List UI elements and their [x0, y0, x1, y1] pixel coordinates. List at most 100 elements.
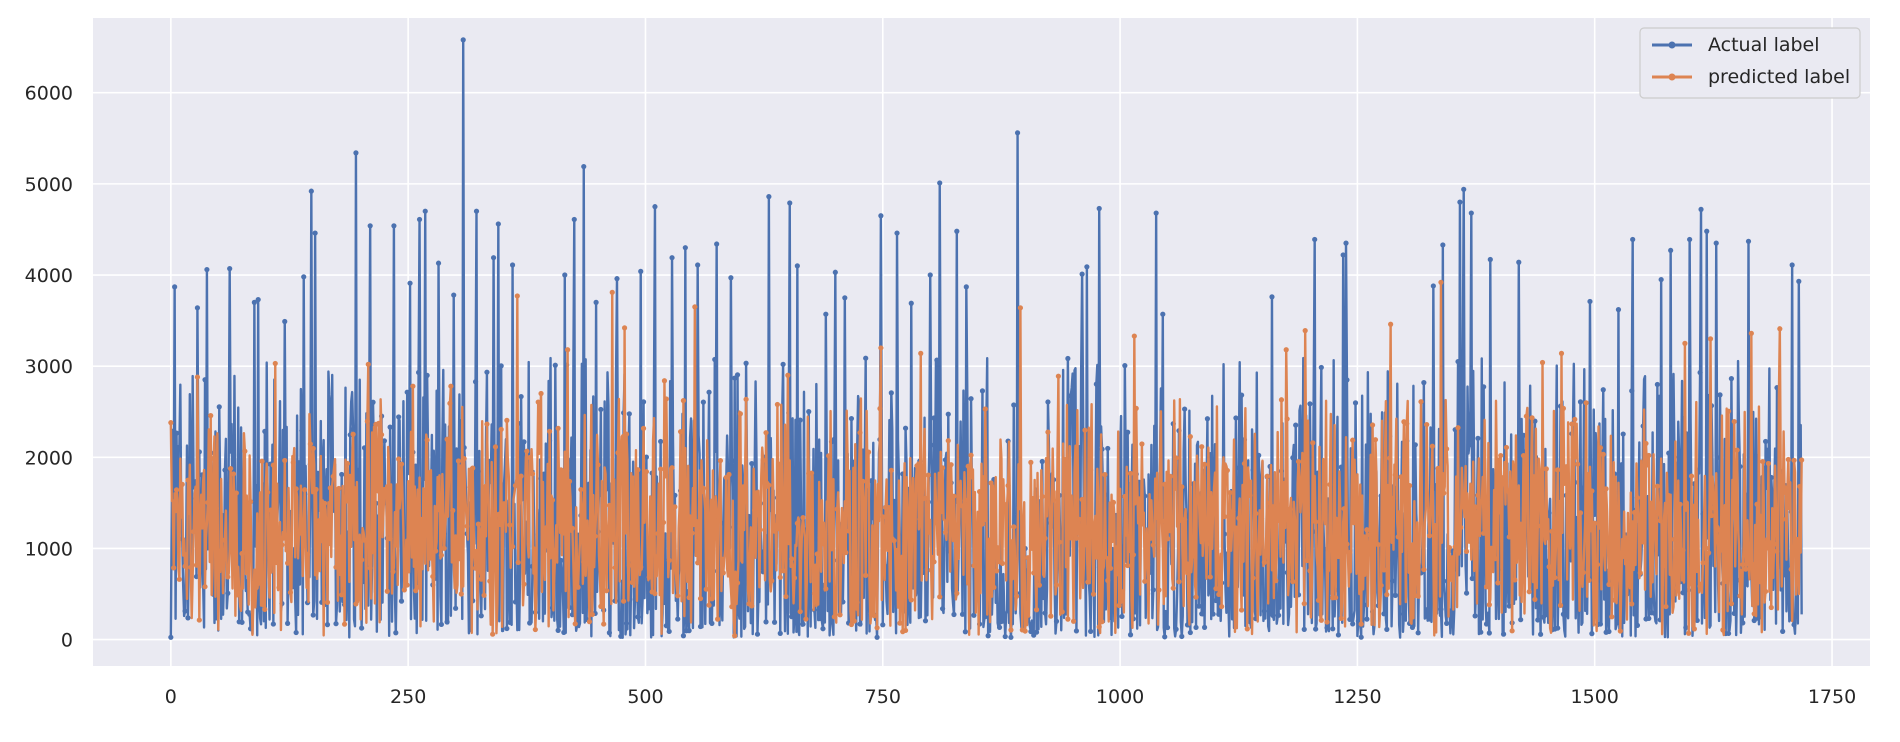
data-point — [1768, 474, 1774, 481]
data-point — [1737, 593, 1743, 599]
data-point — [800, 621, 806, 627]
data-point — [877, 405, 883, 412]
data-point — [677, 429, 684, 435]
data-point — [1045, 399, 1051, 405]
data-point — [1731, 418, 1737, 425]
data-point — [565, 347, 571, 353]
legend-frame — [1639, 27, 1861, 99]
data-point — [1532, 596, 1538, 603]
data-point — [552, 362, 558, 368]
data-point — [359, 625, 365, 631]
data-point — [706, 389, 712, 395]
data-point — [1199, 611, 1205, 617]
data-point — [444, 436, 450, 442]
data-point — [524, 448, 530, 454]
data-point — [1105, 445, 1111, 452]
data-point — [584, 546, 590, 552]
data-point — [193, 573, 200, 580]
data-point — [387, 536, 393, 542]
data-point — [1110, 499, 1117, 506]
data-point — [350, 426, 356, 433]
data-point — [1444, 620, 1450, 626]
data-point — [914, 463, 920, 469]
data-point — [1703, 545, 1709, 551]
data-point — [390, 477, 396, 483]
data-point — [766, 194, 772, 200]
data-point — [333, 621, 339, 627]
data-point — [239, 550, 245, 557]
data-point — [1276, 517, 1282, 524]
data-point — [415, 584, 422, 590]
data-point — [1033, 629, 1040, 635]
data-point — [1468, 210, 1474, 216]
data-point — [1068, 535, 1074, 541]
data-point — [365, 361, 371, 367]
data-point — [817, 535, 823, 541]
data-point — [581, 559, 587, 565]
data-point — [695, 262, 701, 268]
data-point — [1261, 608, 1267, 614]
data-point — [1216, 611, 1222, 617]
data-point — [831, 614, 837, 620]
data-point — [1577, 510, 1584, 516]
data-point — [1614, 620, 1621, 626]
data-point — [1762, 588, 1769, 594]
data-point — [1372, 437, 1379, 443]
data-point — [1649, 500, 1655, 506]
data-point — [1745, 561, 1752, 567]
data-point — [999, 560, 1005, 566]
data-point — [635, 614, 641, 620]
data-point — [478, 613, 484, 619]
data-point — [1520, 432, 1527, 438]
data-point — [421, 516, 427, 523]
data-point — [1250, 575, 1256, 581]
data-point — [396, 456, 402, 462]
data-point — [948, 462, 954, 468]
data-point — [1463, 590, 1470, 596]
data-point — [675, 593, 681, 599]
data-point — [1273, 578, 1279, 584]
data-point — [968, 452, 974, 458]
data-point — [1600, 387, 1606, 393]
data-point — [846, 528, 852, 534]
data-point — [515, 559, 521, 566]
data-point — [663, 396, 669, 402]
data-point — [313, 486, 319, 493]
data-point — [1125, 562, 1131, 569]
data-point — [247, 499, 254, 505]
data-point — [324, 622, 331, 628]
data-point — [301, 274, 307, 280]
data-point — [1164, 536, 1171, 542]
data-point — [1572, 416, 1578, 422]
data-point — [1409, 624, 1416, 630]
data-point — [1082, 427, 1088, 433]
data-point — [652, 590, 658, 597]
data-point — [487, 578, 493, 584]
data-point — [1623, 535, 1629, 541]
data-point — [1557, 602, 1564, 608]
data-point — [441, 545, 447, 551]
data-point — [1014, 130, 1021, 136]
data-point — [1395, 534, 1401, 540]
data-point — [1062, 457, 1068, 463]
data-point — [982, 406, 988, 412]
data-point — [1469, 575, 1475, 582]
data-point — [1734, 447, 1740, 453]
data-point — [1415, 593, 1421, 599]
data-point — [1270, 504, 1276, 510]
data-point — [293, 629, 299, 636]
data-point — [826, 453, 832, 459]
data-point — [312, 230, 318, 236]
data-point — [1119, 613, 1125, 620]
data-point — [922, 495, 929, 501]
data-point — [743, 360, 749, 366]
data-point — [658, 466, 664, 472]
data-point — [1560, 405, 1566, 411]
data-point — [1204, 541, 1211, 547]
data-point — [1518, 617, 1524, 623]
data-point — [925, 472, 931, 478]
data-point — [848, 415, 855, 422]
data-point — [1725, 630, 1732, 637]
data-point — [646, 574, 652, 580]
data-point — [401, 587, 407, 593]
